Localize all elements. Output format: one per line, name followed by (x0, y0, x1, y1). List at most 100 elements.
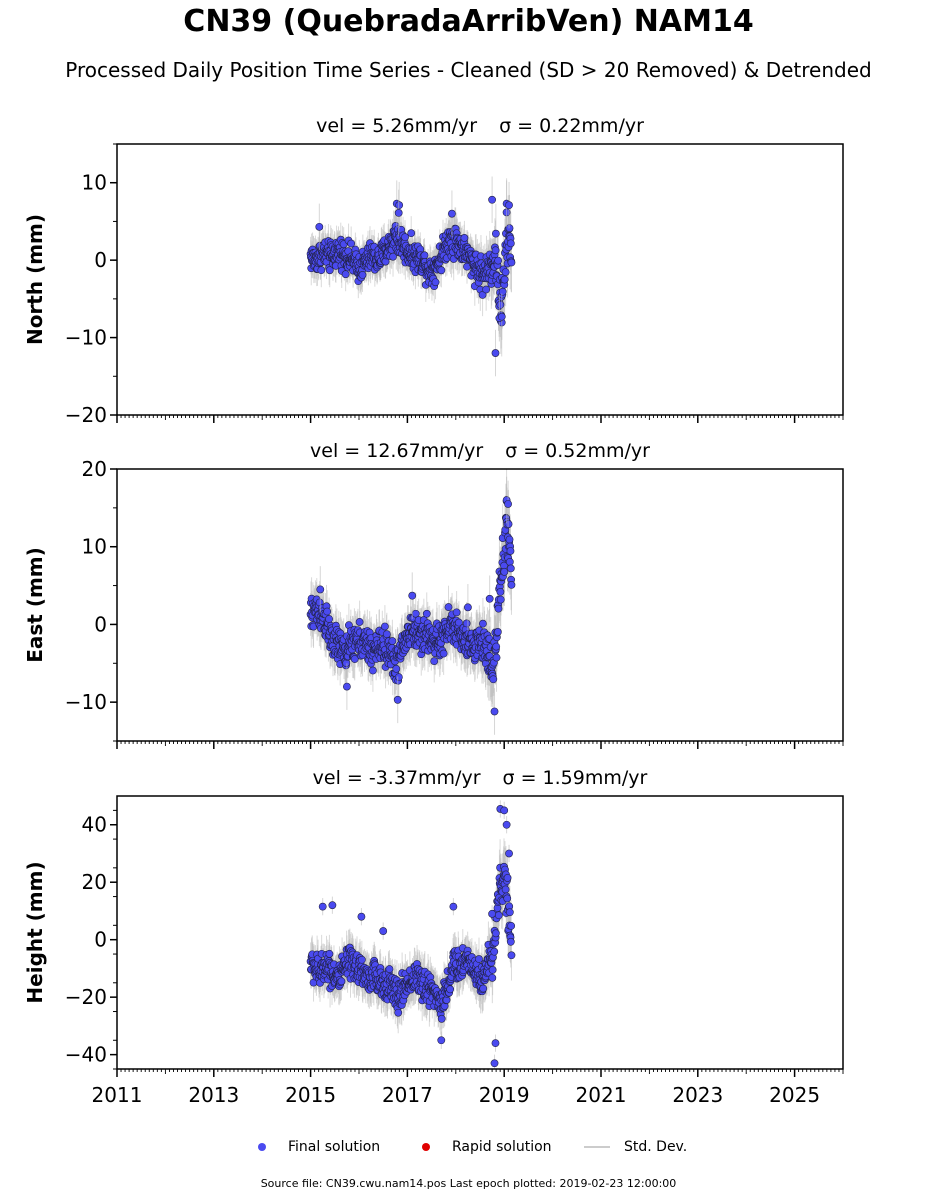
plot-frame (116, 795, 844, 1070)
panel-east: vel = 12.67mm/yr σ = 0.52mm/yr East (mm) −1… (23, 440, 844, 749)
panel-height: vel = -3.37mm/yr σ = 1.59mm/yr Height (mm)… (23, 767, 844, 1107)
data-point (317, 266, 326, 275)
y-tick-label: 10 (82, 535, 107, 559)
data-point (454, 618, 463, 627)
x-tick-label: 2017 (382, 1083, 433, 1107)
data-point (452, 608, 461, 617)
data-point (462, 619, 471, 628)
y-tick-label: 0 (94, 248, 107, 272)
data-point (407, 229, 416, 238)
data-point (489, 675, 498, 684)
y-tick-label: −20 (65, 403, 107, 427)
data-point (500, 806, 509, 815)
data-point (448, 209, 456, 218)
data-point (490, 707, 499, 716)
x-tick-label: 2015 (285, 1083, 336, 1107)
data-point (369, 666, 377, 675)
legend-std-line (584, 1146, 610, 1148)
data-point (505, 201, 513, 210)
data-point (494, 911, 503, 920)
sigma-text: σ = 0.22mm/yr (499, 115, 644, 137)
data-point (444, 603, 453, 611)
data-point (498, 287, 507, 296)
data-point (449, 902, 458, 911)
data-point (379, 927, 388, 935)
data-point (347, 239, 356, 248)
y-axis-label: Height (mm) (23, 861, 47, 1003)
data-point (482, 285, 491, 294)
data-point (496, 587, 505, 596)
data-point (408, 591, 417, 600)
data-point (430, 657, 439, 666)
data-point (446, 985, 455, 994)
data-point (355, 618, 364, 626)
panel-north: vel = 5.26mm/yr σ = 0.22mm/yr North (mm) −2… (23, 115, 844, 427)
velocity-text: vel = -3.37mm/yr (313, 767, 481, 789)
y-tick-label: 0 (94, 612, 107, 636)
panel-heading-height: vel = -3.37mm/yr σ = 1.59mm/yr (313, 767, 648, 789)
y-tick-label: 20 (82, 457, 107, 481)
data-point (494, 604, 503, 613)
data-point (337, 977, 346, 986)
legend-rapid-label: Rapid solution (452, 1139, 552, 1155)
y-tick-label: −10 (65, 326, 107, 350)
data-point (500, 567, 509, 576)
data-point (325, 615, 333, 623)
legend: Final solution Rapid solution Std. Dev. (0, 1137, 937, 1159)
data-point (503, 874, 512, 882)
data-point (506, 564, 515, 573)
y-axis-label: North (mm) (23, 214, 47, 345)
data-point (381, 622, 389, 631)
data-point (439, 649, 448, 658)
data-point (505, 849, 513, 858)
data-point (382, 630, 391, 639)
x-tick-label: 2019 (479, 1083, 530, 1107)
data-point (342, 682, 351, 691)
y-tick-label: 10 (82, 171, 107, 195)
data-point (500, 275, 509, 284)
data-point (506, 937, 515, 946)
page-subtitle: Processed Daily Position Time Series - C… (65, 58, 872, 82)
data-point (496, 595, 505, 604)
x-tick-label: 2021 (576, 1083, 627, 1107)
data-point (494, 256, 503, 265)
data-point (388, 637, 397, 645)
plot-frame (116, 468, 844, 742)
x-tick-label: 2013 (188, 1083, 239, 1107)
data-point (357, 955, 366, 964)
data-point (490, 947, 499, 956)
velocity-text: vel = 5.26mm/yr (316, 115, 477, 137)
data-point (385, 965, 394, 973)
data-point (420, 251, 429, 260)
data-point (506, 547, 515, 555)
data-point (491, 349, 500, 357)
data-point (488, 909, 496, 918)
data-point (431, 278, 440, 287)
sigma-text: σ = 1.59mm/yr (503, 767, 648, 789)
data-point (394, 673, 403, 682)
series-final-solution (306, 469, 516, 735)
data-point (325, 266, 334, 275)
legend-rapid-marker (422, 1143, 430, 1151)
legend-std-label: Std. Dev. (624, 1139, 688, 1155)
data-point (393, 695, 402, 704)
data-point (501, 268, 510, 277)
data-point (491, 246, 500, 255)
y-tick-label: −10 (65, 690, 107, 714)
data-point (394, 1008, 403, 1017)
data-point (491, 229, 500, 238)
data-point (507, 258, 516, 267)
data-point (502, 820, 511, 829)
data-point (488, 973, 497, 982)
legend-final-marker (258, 1143, 266, 1151)
x-tick-label: 2011 (92, 1083, 143, 1107)
data-point (507, 951, 516, 960)
legend-final-solution: Final solution (256, 1137, 406, 1157)
data-point (392, 664, 401, 673)
data-point (493, 628, 502, 636)
source-footer: Source file: CN39.cwu.nam14.pos Last epo… (260, 1177, 677, 1190)
data-point (325, 949, 334, 958)
sigma-text: σ = 0.52mm/yr (505, 440, 650, 462)
data-point (358, 271, 367, 279)
